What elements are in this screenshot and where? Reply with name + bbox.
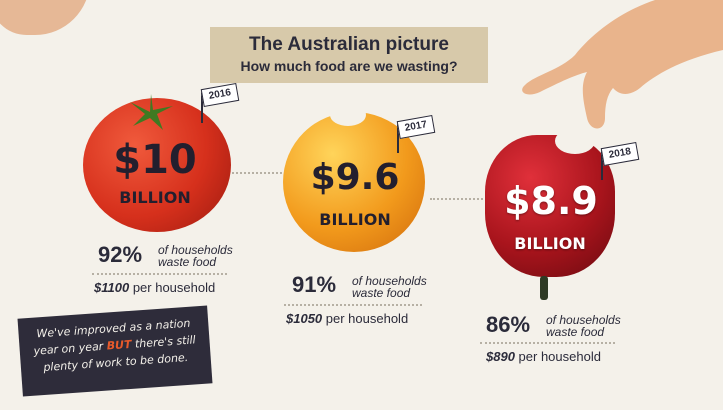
per-household-amount-2016: $1100 [94, 280, 130, 295]
hand-left-image [0, 0, 90, 35]
amount-2018: $8.9 [504, 179, 598, 223]
divider [284, 304, 422, 306]
per-household-amount-2018: $890 [486, 349, 515, 364]
percent-2017: 91% [292, 272, 337, 297]
percent-label-2016-line1: of households [158, 243, 233, 257]
amount-2017: $9.6 [310, 157, 400, 198]
title-box: The Australian picture How much food are… [210, 27, 488, 83]
per-household-2018: $890 per household [486, 349, 601, 364]
divider [480, 342, 615, 344]
connector-line [430, 198, 490, 200]
percent-label-2018-line2: waste food [546, 325, 605, 339]
page-subtitle: How much food are we wasting? [240, 58, 458, 74]
capsicum-stem-icon [540, 276, 548, 300]
divider [92, 273, 227, 275]
note-highlight: BUT [106, 337, 132, 353]
percent-2016: 92% [98, 242, 143, 267]
amount-unit-2017: BILLION [319, 210, 391, 229]
connector-line [232, 172, 282, 174]
per-household-amount-2017: $1050 [286, 311, 323, 326]
page-title: The Australian picture [249, 34, 449, 55]
tomato-stem-icon [130, 94, 173, 130]
per-household-2017: $1050 per household [286, 311, 408, 326]
percent-label-2016-line2: waste food [158, 255, 217, 269]
per-household-label-2018: per household [518, 349, 601, 364]
percent-label-2017-line2: waste food [352, 286, 411, 300]
hand-right-image [522, 0, 723, 129]
orange-bite [330, 104, 366, 126]
per-household-label-2017: per household [325, 311, 409, 326]
percent-label-2018-line1: of households [546, 313, 621, 327]
percent-label-2017-line1: of households [352, 274, 427, 288]
capsicum-image [485, 135, 615, 277]
amount-unit-2016: BILLION [119, 188, 191, 207]
note-banner: We've improved as a nation year on year … [17, 305, 213, 397]
percent-2018: 86% [486, 312, 531, 337]
per-household-label-2016: per household [132, 280, 216, 295]
capsicum-bite [555, 128, 595, 154]
amount-unit-2018: BILLION [514, 234, 586, 253]
per-household-2016: $1100 per household [94, 280, 215, 295]
amount-2016: $10 [113, 137, 197, 183]
